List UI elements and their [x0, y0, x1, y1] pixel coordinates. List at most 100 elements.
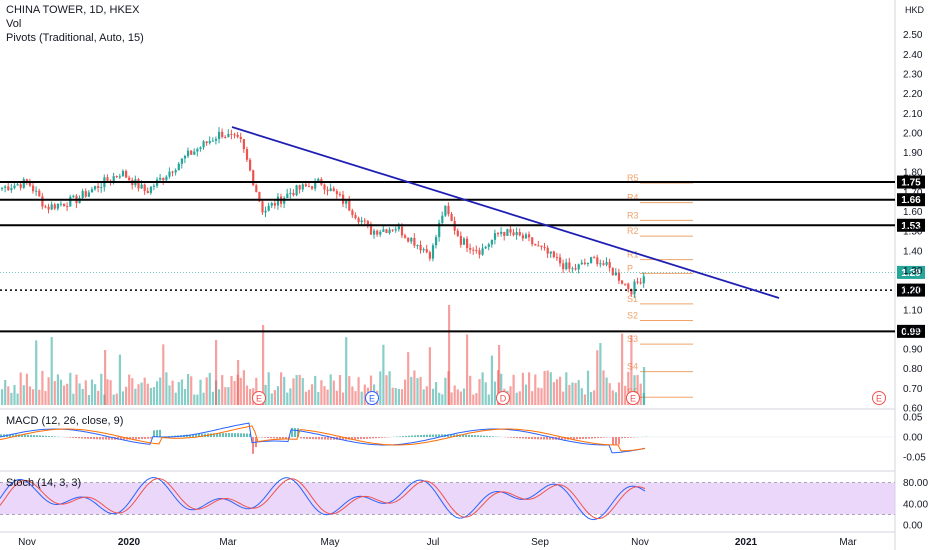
volume-bar — [314, 375, 317, 405]
volume-bar — [320, 380, 323, 405]
candle-body — [497, 233, 500, 235]
volume-bar — [211, 391, 214, 405]
macd-histogram-bar — [615, 437, 617, 445]
candle-body — [540, 245, 543, 247]
trendline-segment — [231, 126, 780, 299]
volume-bar — [456, 389, 459, 405]
volume-bar — [435, 382, 438, 405]
candle-body — [608, 262, 611, 268]
candle-body — [16, 184, 19, 186]
macd-histogram-bar — [573, 437, 575, 440]
signal-line — [0, 425, 646, 452]
y-tick-label: 0.90 — [903, 345, 923, 356]
trendline[interactable] — [231, 126, 780, 299]
volume-bar — [549, 372, 552, 405]
candle-body — [478, 250, 481, 255]
x-tick-label: May — [321, 537, 340, 548]
volume-bar — [599, 343, 602, 405]
macd-histogram-bar — [90, 437, 92, 440]
macd-histogram-bar — [0, 434, 2, 437]
candle-body — [462, 238, 466, 245]
macd-tick-label: -0.05 — [903, 453, 926, 464]
candle-body — [140, 184, 143, 189]
volume-bar — [218, 389, 221, 405]
candle-body — [642, 276, 645, 284]
volume-bar — [512, 374, 515, 405]
candle-body — [183, 156, 187, 159]
candle-body — [106, 177, 109, 181]
candle-body — [431, 245, 435, 259]
volume-bar — [156, 381, 159, 405]
volume-bar — [608, 383, 611, 405]
volume-bar — [50, 337, 53, 405]
volume-bar — [593, 390, 596, 405]
volume-bar — [47, 377, 50, 405]
macd-histogram-bar — [372, 437, 374, 439]
volume-bar — [438, 392, 441, 405]
candle-body — [295, 185, 298, 196]
candle-body — [245, 149, 249, 160]
last-price-box — [897, 265, 925, 279]
volume-bar — [196, 394, 199, 405]
macd-histogram-bar — [192, 434, 194, 437]
macd-histogram-bar — [327, 437, 329, 440]
candle-body — [174, 170, 177, 173]
macd-histogram-bar — [81, 437, 83, 439]
macd-histogram-bar — [189, 434, 191, 437]
price-level-box — [897, 283, 925, 297]
volume-bar — [574, 382, 577, 405]
candle-body — [621, 280, 624, 284]
candle-body — [59, 203, 63, 205]
candle-body — [190, 150, 193, 155]
pivot-label: R5 — [627, 173, 639, 183]
volume-bar — [94, 384, 97, 405]
macd-histogram-bar — [630, 437, 632, 438]
candle-body — [447, 205, 450, 215]
candle-body — [38, 190, 41, 197]
macd-histogram-bar — [87, 437, 89, 439]
y-tick-label: 0.70 — [903, 384, 923, 395]
candle-body — [41, 196, 44, 207]
volume-bar — [385, 375, 388, 405]
volume-bar — [397, 388, 400, 405]
volume-bar — [7, 386, 10, 405]
candle-body — [90, 189, 94, 193]
macd-histogram-bar — [147, 437, 149, 439]
volume-bar — [444, 377, 447, 405]
volume-bar — [267, 372, 270, 405]
candle-body — [128, 177, 131, 181]
volume-bar — [190, 376, 193, 405]
macd-histogram-bar — [462, 434, 464, 437]
volume-bar — [493, 381, 497, 405]
macd-histogram-bar — [588, 437, 590, 439]
macd-histogram-bar — [492, 436, 494, 437]
candle-body — [611, 267, 614, 276]
macd-histogram-bar — [45, 435, 47, 437]
candle-body — [391, 229, 394, 231]
macd-histogram-bar — [144, 437, 146, 439]
candle-body — [162, 177, 165, 181]
x-tick-label: Nov — [18, 537, 36, 548]
candle-body — [425, 249, 428, 253]
macd-histogram-bar — [138, 437, 140, 440]
volume-bar — [332, 380, 335, 405]
candle-body — [512, 232, 515, 236]
macd-histogram-bar — [489, 436, 491, 437]
macd-histogram-bar — [246, 433, 248, 437]
volume-bar — [413, 370, 416, 405]
macd-histogram-bar — [522, 437, 524, 439]
volume-bar — [134, 388, 137, 405]
candle-body — [115, 176, 118, 178]
macd-histogram-bar — [534, 437, 536, 440]
volume-bar — [345, 337, 348, 405]
volume-bar — [13, 384, 16, 405]
candle-body — [63, 203, 66, 207]
volume-bar — [19, 372, 22, 405]
macd-histogram-bar — [156, 430, 158, 437]
candle-body — [624, 283, 627, 285]
volume-bar — [329, 374, 332, 405]
macd-tick-label: 0.00 — [903, 433, 923, 444]
candle-body — [1, 187, 4, 189]
